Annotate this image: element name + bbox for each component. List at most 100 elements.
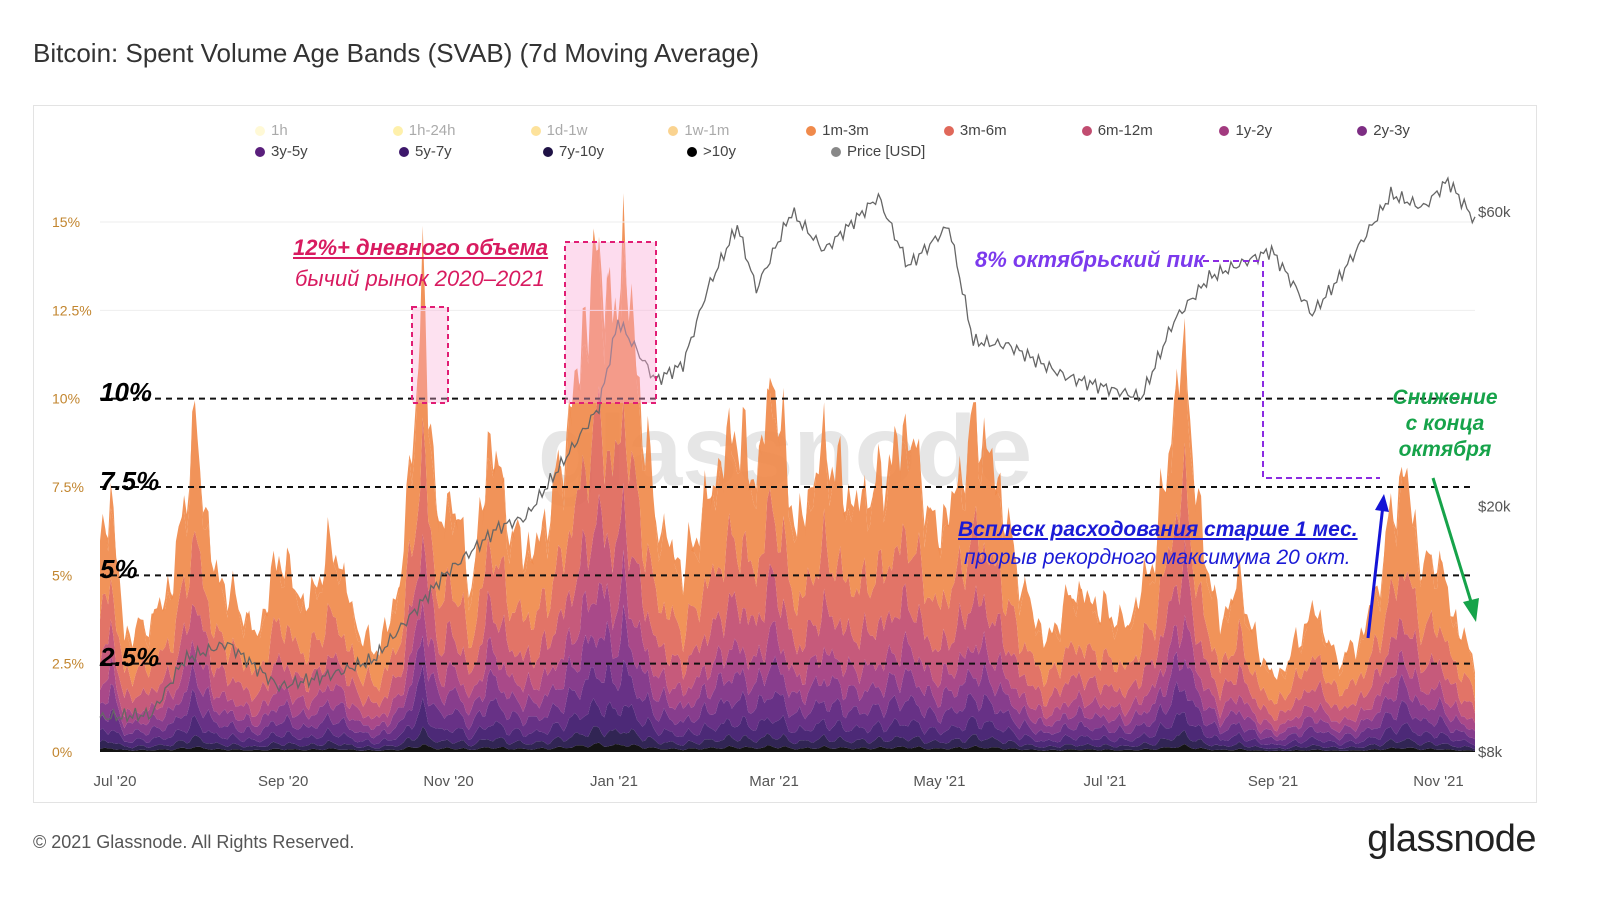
y-right-tick-label: $20k: [1478, 498, 1511, 515]
legend-dot-icon: [943, 125, 954, 136]
annotation-october-peak: 8% октябрьский пик: [975, 247, 1205, 272]
legend-label: >10y: [703, 143, 736, 160]
band-gt-10y: [100, 742, 1475, 752]
legend-dot-icon: [399, 146, 409, 157]
legend-dot-icon: [1357, 125, 1368, 136]
legend-dot-icon: [668, 125, 679, 136]
green-arrow-head-icon: [1463, 598, 1479, 622]
y-right-tick-label: $8k: [1478, 744, 1503, 761]
highlight-box-jan-2021: [564, 241, 657, 404]
legend-label: 2y-3y: [1373, 122, 1410, 139]
x-tick-label: Mar '21: [749, 773, 799, 790]
x-tick-label: Jul '20: [94, 773, 137, 790]
legend-label: 3y-5y: [271, 143, 308, 160]
level-label-5: 5%: [100, 554, 138, 584]
legend-dot-icon: [1219, 125, 1230, 136]
legend-dot-icon: [687, 146, 697, 157]
legend-label: 6m-12m: [1097, 122, 1153, 139]
band-5y-7y: [100, 697, 1475, 750]
x-tick-label: Sep '20: [258, 773, 308, 790]
legend-label: 1m-3m: [822, 122, 869, 139]
chart-frame: [33, 105, 1537, 803]
blue-arrow-shaft: [1366, 504, 1385, 639]
band-1m-3m: [100, 225, 1475, 705]
y-left-tick-label: 0%: [52, 744, 72, 760]
legend-dot-icon: [831, 146, 841, 157]
y-left-tick-label: 12.5%: [52, 302, 92, 318]
band-3m-6m: [100, 386, 1475, 721]
legend-label: 1h-24h: [408, 122, 456, 139]
legend-item-5y-7y[interactable]: 5y-7y: [399, 143, 543, 160]
legend-dot-icon: [543, 146, 553, 157]
y-axis-right: $8k $20k $60k: [1478, 204, 1511, 761]
copyright: © 2021 Glassnode. All Rights Reserved.: [33, 832, 355, 852]
annotation-decline: Снижение с конца октября: [1375, 385, 1515, 463]
price-usd-line: [99, 176, 1476, 724]
legend-item-3m-6m[interactable]: 3m-6m: [943, 122, 1082, 139]
legend-row-2: 3y-5y 5y-7y 7y-10y >10y Price [USD]: [255, 141, 1495, 162]
legend-item-1h-24h[interactable]: 1h-24h: [392, 122, 531, 139]
y-axis-left: 0% 2.5% 5% 7.5% 10% 12.5% 15%: [52, 214, 92, 760]
x-tick-label: Nov '20: [423, 773, 473, 790]
annotation-red-title: 12%+ дневного объема: [293, 235, 549, 260]
band-7y-10y: [100, 726, 1475, 752]
blue-arrow-head-icon: [1375, 494, 1389, 512]
band-1y-2y: [100, 549, 1475, 737]
legend-dot-icon: [255, 146, 265, 157]
legend-label: 1h: [271, 122, 288, 139]
legend: 1h 1h-24h 1d-1w 1w-1m 1m-3m 3m-6m 6m-12m 1y-2y 2…: [255, 120, 1495, 162]
x-tick-label: Jul '21: [1083, 773, 1126, 790]
x-axis: Jul '20 Sep '20 Nov '20 Jan '21 Mar '21 May '…: [94, 773, 1464, 790]
y-left-tick-label: 7.5%: [52, 479, 84, 495]
legend-item-1w-1m[interactable]: 1w-1m: [668, 122, 806, 139]
legend-item-1h[interactable]: 1h: [255, 122, 393, 139]
legend-item-2y-3y[interactable]: 2y-3y: [1357, 122, 1495, 139]
level-label-7-5: 7.5%: [100, 466, 160, 496]
annotation-decline-line-3: октября: [1398, 438, 1492, 461]
highlight-box-nov-2020: [411, 306, 449, 404]
legend-label: 1d-1w: [546, 122, 588, 139]
legend-dot-icon: [806, 125, 817, 136]
y-left-tick-label: 10%: [52, 391, 80, 407]
legend-label: Price [USD]: [847, 143, 926, 160]
legend-item-1y-2y[interactable]: 1y-2y: [1219, 122, 1357, 139]
annotation-blue-title: Всплеск расходования старше 1 мес.: [958, 518, 1358, 541]
x-tick-label: Jan '21: [590, 773, 638, 790]
stacked-area-layers: [100, 193, 1475, 752]
level-label-10: 10%: [100, 377, 153, 407]
october-peak-bracket: [1203, 260, 1380, 479]
legend-label: 7y-10y: [559, 143, 605, 160]
y-left-tick-label: 2.5%: [52, 656, 84, 672]
band-6m-12m: [100, 483, 1475, 732]
x-tick-label: Sep '21: [1248, 773, 1298, 790]
legend-dot-icon: [530, 125, 541, 136]
legend-item--10y[interactable]: >10y: [687, 143, 831, 160]
annotation-shapes: [411, 241, 1479, 639]
legend-item-1m-3m[interactable]: 1m-3m: [806, 122, 944, 139]
annotation-red-subtitle: бычий рынок 2020–2021: [295, 266, 545, 291]
legend-item-price-usd-[interactable]: Price [USD]: [831, 143, 975, 160]
x-tick-label: Nov '21: [1413, 773, 1463, 790]
band-2y-3y: [100, 604, 1475, 742]
x-tick-label: May '21: [913, 773, 965, 790]
legend-item-1d-1w[interactable]: 1d-1w: [530, 122, 669, 139]
legend-item-6m-12m[interactable]: 6m-12m: [1081, 122, 1220, 139]
green-arrow-shaft: [1431, 477, 1474, 606]
legend-label: 5y-7y: [415, 143, 452, 160]
annotation-decline-line-2: с конца: [1405, 412, 1485, 435]
reference-lines: [100, 397, 1475, 665]
y-left-tick-label: 15%: [52, 214, 80, 230]
annotation-blue-subtitle: прорыв рекордного максимума 20 окт.: [964, 546, 1351, 569]
legend-item-3y-5y[interactable]: 3y-5y: [255, 143, 399, 160]
annotation-decline-line-1: Снижение: [1392, 386, 1498, 409]
legend-item-7y-10y[interactable]: 7y-10y: [543, 143, 687, 160]
glassnode-logo: glassnode: [1367, 818, 1536, 860]
legend-dot-icon: [255, 125, 265, 136]
band-3y-5y: [100, 660, 1475, 746]
legend-dot-icon: [1081, 125, 1092, 136]
legend-label: 1w-1m: [684, 122, 730, 139]
level-label-2-5: 2.5%: [100, 642, 160, 672]
price-line: [99, 176, 1476, 724]
legend-label: 3m-6m: [959, 122, 1007, 139]
y-right-tick-label: $60k: [1478, 204, 1511, 221]
